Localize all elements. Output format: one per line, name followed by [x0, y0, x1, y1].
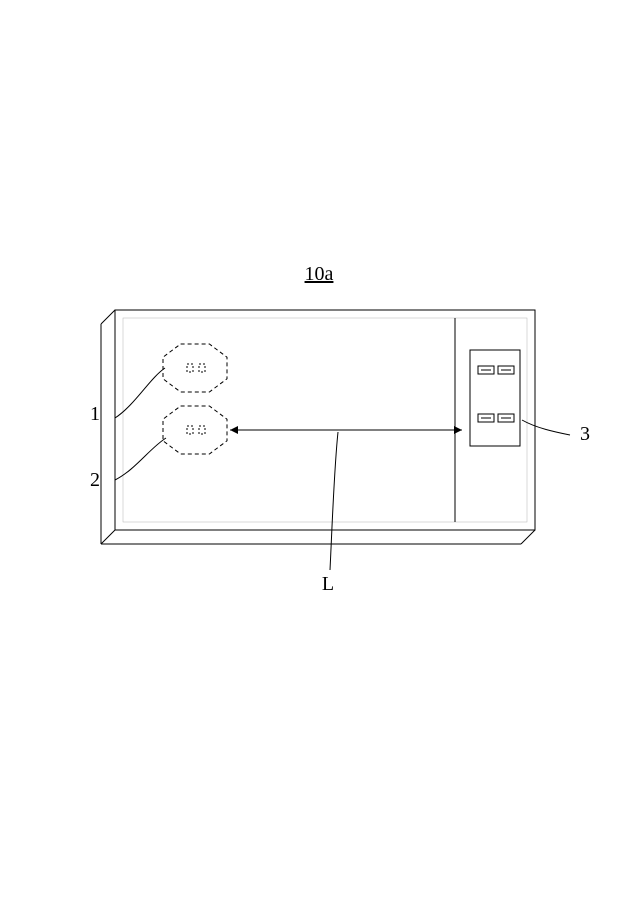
ref-label: 1: [90, 403, 100, 425]
component-outline: [163, 344, 227, 392]
figure-title: 10a: [305, 263, 334, 285]
ref-label: 2: [90, 469, 100, 491]
ref-label: L: [322, 573, 334, 595]
leader-line: [330, 432, 338, 570]
component-outline: [163, 406, 227, 454]
figure-diagram: 10a 1 2 L 3: [0, 0, 638, 898]
connector-module: [470, 350, 520, 446]
leader-line: [522, 420, 570, 435]
ref-label: 3: [580, 423, 590, 445]
enclosure-back: [115, 310, 535, 530]
leader-line: [115, 438, 166, 480]
leader-line: [115, 368, 165, 418]
